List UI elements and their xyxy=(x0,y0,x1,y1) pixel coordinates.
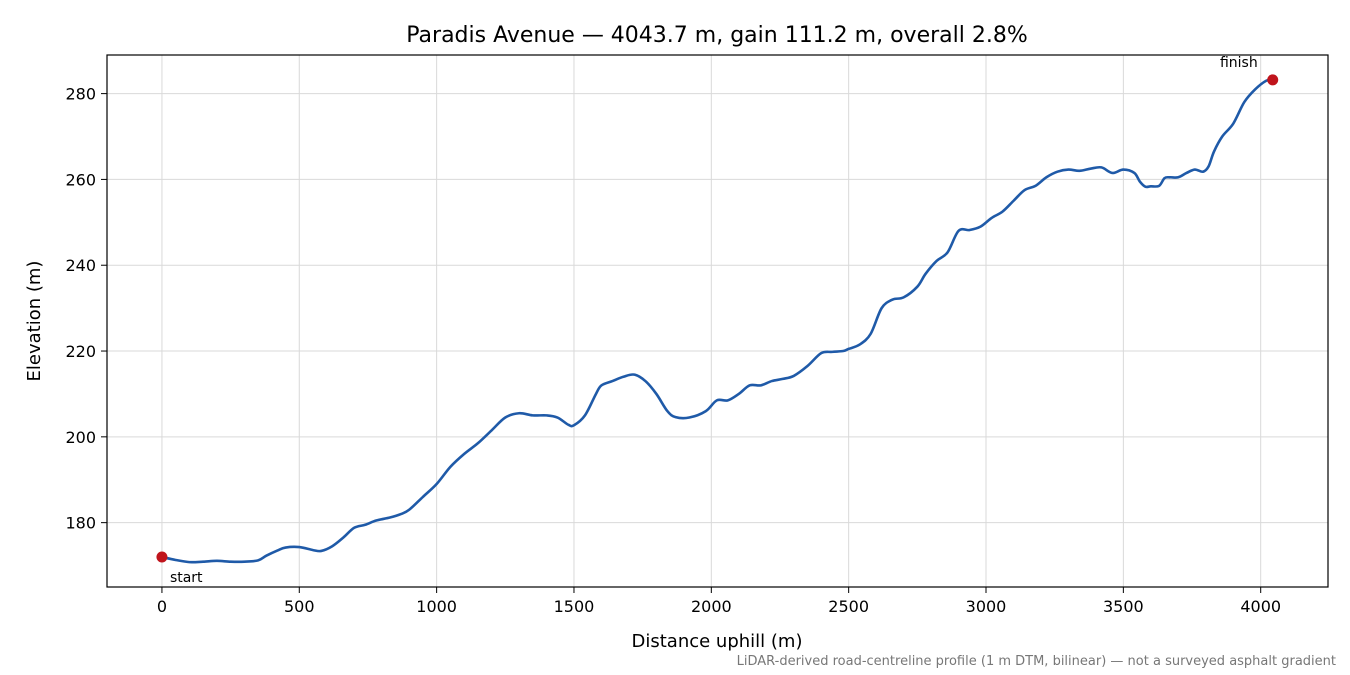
x-tick-label: 4000 xyxy=(1240,597,1281,616)
x-tick-label: 2000 xyxy=(691,597,732,616)
y-tick-label: 240 xyxy=(65,256,96,275)
y-tick-label: 220 xyxy=(65,342,96,361)
chart-title: Paradis Avenue — 4043.7 m, gain 111.2 m,… xyxy=(406,23,1027,48)
y-axis-label: Elevation (m) xyxy=(24,261,45,382)
y-tick-label: 200 xyxy=(65,428,96,447)
series-layer xyxy=(160,78,1274,564)
elevation-line xyxy=(160,78,1274,564)
x-tick-label: 2500 xyxy=(828,597,869,616)
x-tick-label: 0 xyxy=(157,597,167,616)
y-tick-label: 260 xyxy=(65,170,96,189)
markers: start finish xyxy=(156,55,1279,586)
plot-frame xyxy=(106,54,1329,588)
finish-marker xyxy=(1267,74,1279,86)
x-axis-label: Distance uphill (m) xyxy=(632,631,803,652)
y-tick-label: 280 xyxy=(65,85,96,104)
x-tick-label: 3000 xyxy=(966,597,1007,616)
x-tick-label: 3500 xyxy=(1103,597,1144,616)
start-label: start xyxy=(170,570,203,586)
x-tick-label: 1000 xyxy=(416,597,457,616)
y-tick-label: 180 xyxy=(65,514,96,533)
x-tick-label: 1500 xyxy=(554,597,595,616)
x-tick-label: 500 xyxy=(284,597,315,616)
y-axis-ticks: 180 200 220 240 260 280 xyxy=(65,85,107,533)
grid-lines xyxy=(107,55,1328,587)
footnote: LiDAR-derived road-centreline profile (1… xyxy=(737,654,1336,669)
start-marker xyxy=(156,551,168,563)
x-axis-ticks: 0 500 1000 1500 2000 2500 3000 3500 4000 xyxy=(157,587,1281,616)
finish-label: finish xyxy=(1220,55,1258,71)
